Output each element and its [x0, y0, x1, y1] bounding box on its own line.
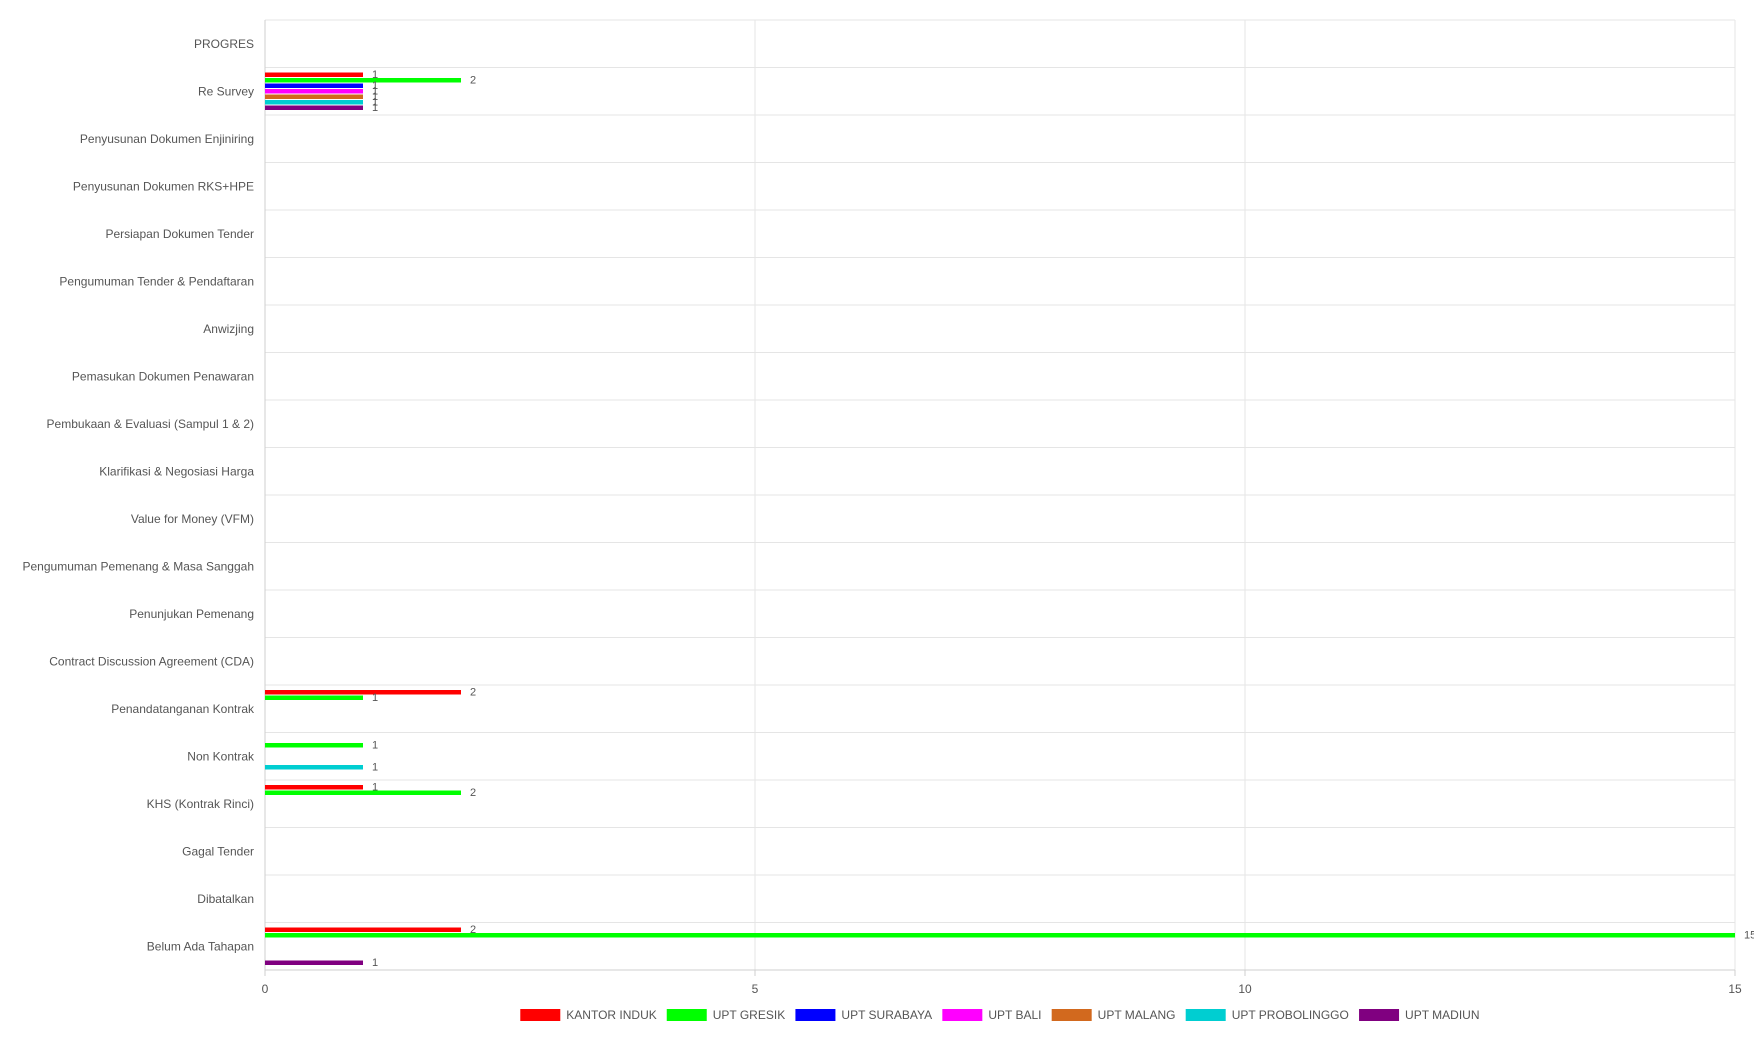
legend-label: UPT GRESIK — [713, 1008, 785, 1022]
legend-label: KANTOR INDUK — [566, 1008, 656, 1022]
data-label: 2 — [470, 787, 476, 799]
legend-label: UPT MALANG — [1098, 1008, 1176, 1022]
category-label: Pengumuman Tender & Pendaftaran — [59, 274, 254, 288]
x-tick-label: 0 — [262, 982, 269, 996]
bar — [265, 743, 363, 748]
category-label: Gagal Tender — [182, 844, 254, 858]
category-label: Penyusunan Dokumen RKS+HPE — [73, 179, 254, 193]
category-label: Penyusunan Dokumen Enjiniring — [80, 132, 254, 146]
data-label: 2 — [470, 686, 476, 698]
data-label: 2 — [470, 924, 476, 936]
legend-item[interactable]: UPT MADIUN — [1359, 1008, 1479, 1022]
category-label: KHS (Kontrak Rinci) — [147, 797, 254, 811]
bar — [265, 100, 363, 105]
legend-label: UPT BALI — [988, 1008, 1041, 1022]
legend-item[interactable]: UPT MALANG — [1051, 1008, 1176, 1022]
category-label: Value for Money (VFM) — [131, 512, 254, 526]
legend-item[interactable]: UPT GRESIK — [666, 1008, 785, 1022]
data-label: 1 — [372, 761, 378, 773]
data-label: 15 — [1744, 929, 1754, 941]
category-label: Anwizjing — [203, 322, 254, 336]
bar — [265, 785, 363, 790]
category-label: Dibatalkan — [197, 892, 254, 906]
category-label: Re Survey — [198, 84, 254, 98]
bar — [265, 765, 363, 770]
bar — [265, 690, 461, 695]
x-tick-label: 5 — [752, 982, 759, 996]
legend-swatch — [1359, 1009, 1400, 1021]
legend-item[interactable]: KANTOR INDUK — [520, 1008, 657, 1022]
bar — [265, 790, 461, 795]
category-label: Pengumuman Pemenang & Masa Sanggah — [23, 559, 255, 573]
data-label: 1 — [372, 69, 378, 81]
data-label: 1 — [372, 957, 378, 969]
data-label: 1 — [372, 692, 378, 704]
legend: KANTOR INDUK UPT GRESIK UPT SURABAYA UPT BA… — [520, 1008, 1479, 1022]
bar — [265, 695, 363, 700]
legend-item[interactable]: UPT PROBOLINGGO — [1185, 1008, 1349, 1022]
legend-swatch — [1051, 1009, 1092, 1021]
legend-label: UPT MADIUN — [1405, 1008, 1479, 1022]
bar — [265, 78, 461, 83]
bar — [265, 94, 363, 99]
bar — [265, 83, 363, 88]
category-label: Contract Discussion Agreement (CDA) — [49, 654, 254, 668]
data-label: 2 — [470, 74, 476, 86]
data-label: 1 — [372, 85, 378, 97]
category-label: Persiapan Dokumen Tender — [105, 227, 254, 241]
bar — [265, 72, 363, 77]
x-tick-label: 10 — [1238, 982, 1252, 996]
category-label: Penandatanganan Kontrak — [111, 702, 255, 716]
category-label: Klarifikasi & Negosiasi Harga — [99, 464, 254, 478]
legend-swatch — [1185, 1009, 1226, 1021]
bar — [265, 105, 363, 110]
legend-label: UPT PROBOLINGGO — [1232, 1008, 1349, 1022]
data-label: 1 — [372, 102, 378, 114]
bar — [265, 933, 1735, 938]
bars — [265, 72, 1735, 965]
category-label: Pembukaan & Evaluasi (Sampul 1 & 2) — [47, 417, 254, 431]
data-label: 1 — [372, 739, 378, 751]
category-label: Penunjukan Pemenang — [129, 607, 254, 621]
bar — [265, 960, 363, 965]
category-label: Belum Ada Tahapan — [147, 939, 254, 953]
legend-item[interactable]: UPT SURABAYA — [795, 1008, 932, 1022]
legend-swatch — [795, 1009, 836, 1021]
category-label: Pemasukan Dokumen Penawaran — [72, 369, 254, 383]
legend-swatch — [942, 1009, 983, 1021]
bar — [265, 89, 363, 94]
legend-label: UPT SURABAYA — [841, 1008, 932, 1022]
data-label: 1 — [372, 96, 378, 108]
category-label: PROGRES — [194, 37, 254, 51]
data-label: 1 — [372, 91, 378, 103]
x-tick-label: 15 — [1728, 982, 1742, 996]
legend-swatch — [520, 1009, 561, 1021]
grid — [264, 19, 1736, 971]
category-label: Non Kontrak — [187, 749, 255, 763]
data-label: 1 — [372, 80, 378, 92]
data-label: 1 — [372, 781, 378, 793]
legend-item[interactable]: UPT BALI — [942, 1008, 1041, 1022]
bar — [265, 927, 461, 932]
legend-swatch — [666, 1009, 707, 1021]
